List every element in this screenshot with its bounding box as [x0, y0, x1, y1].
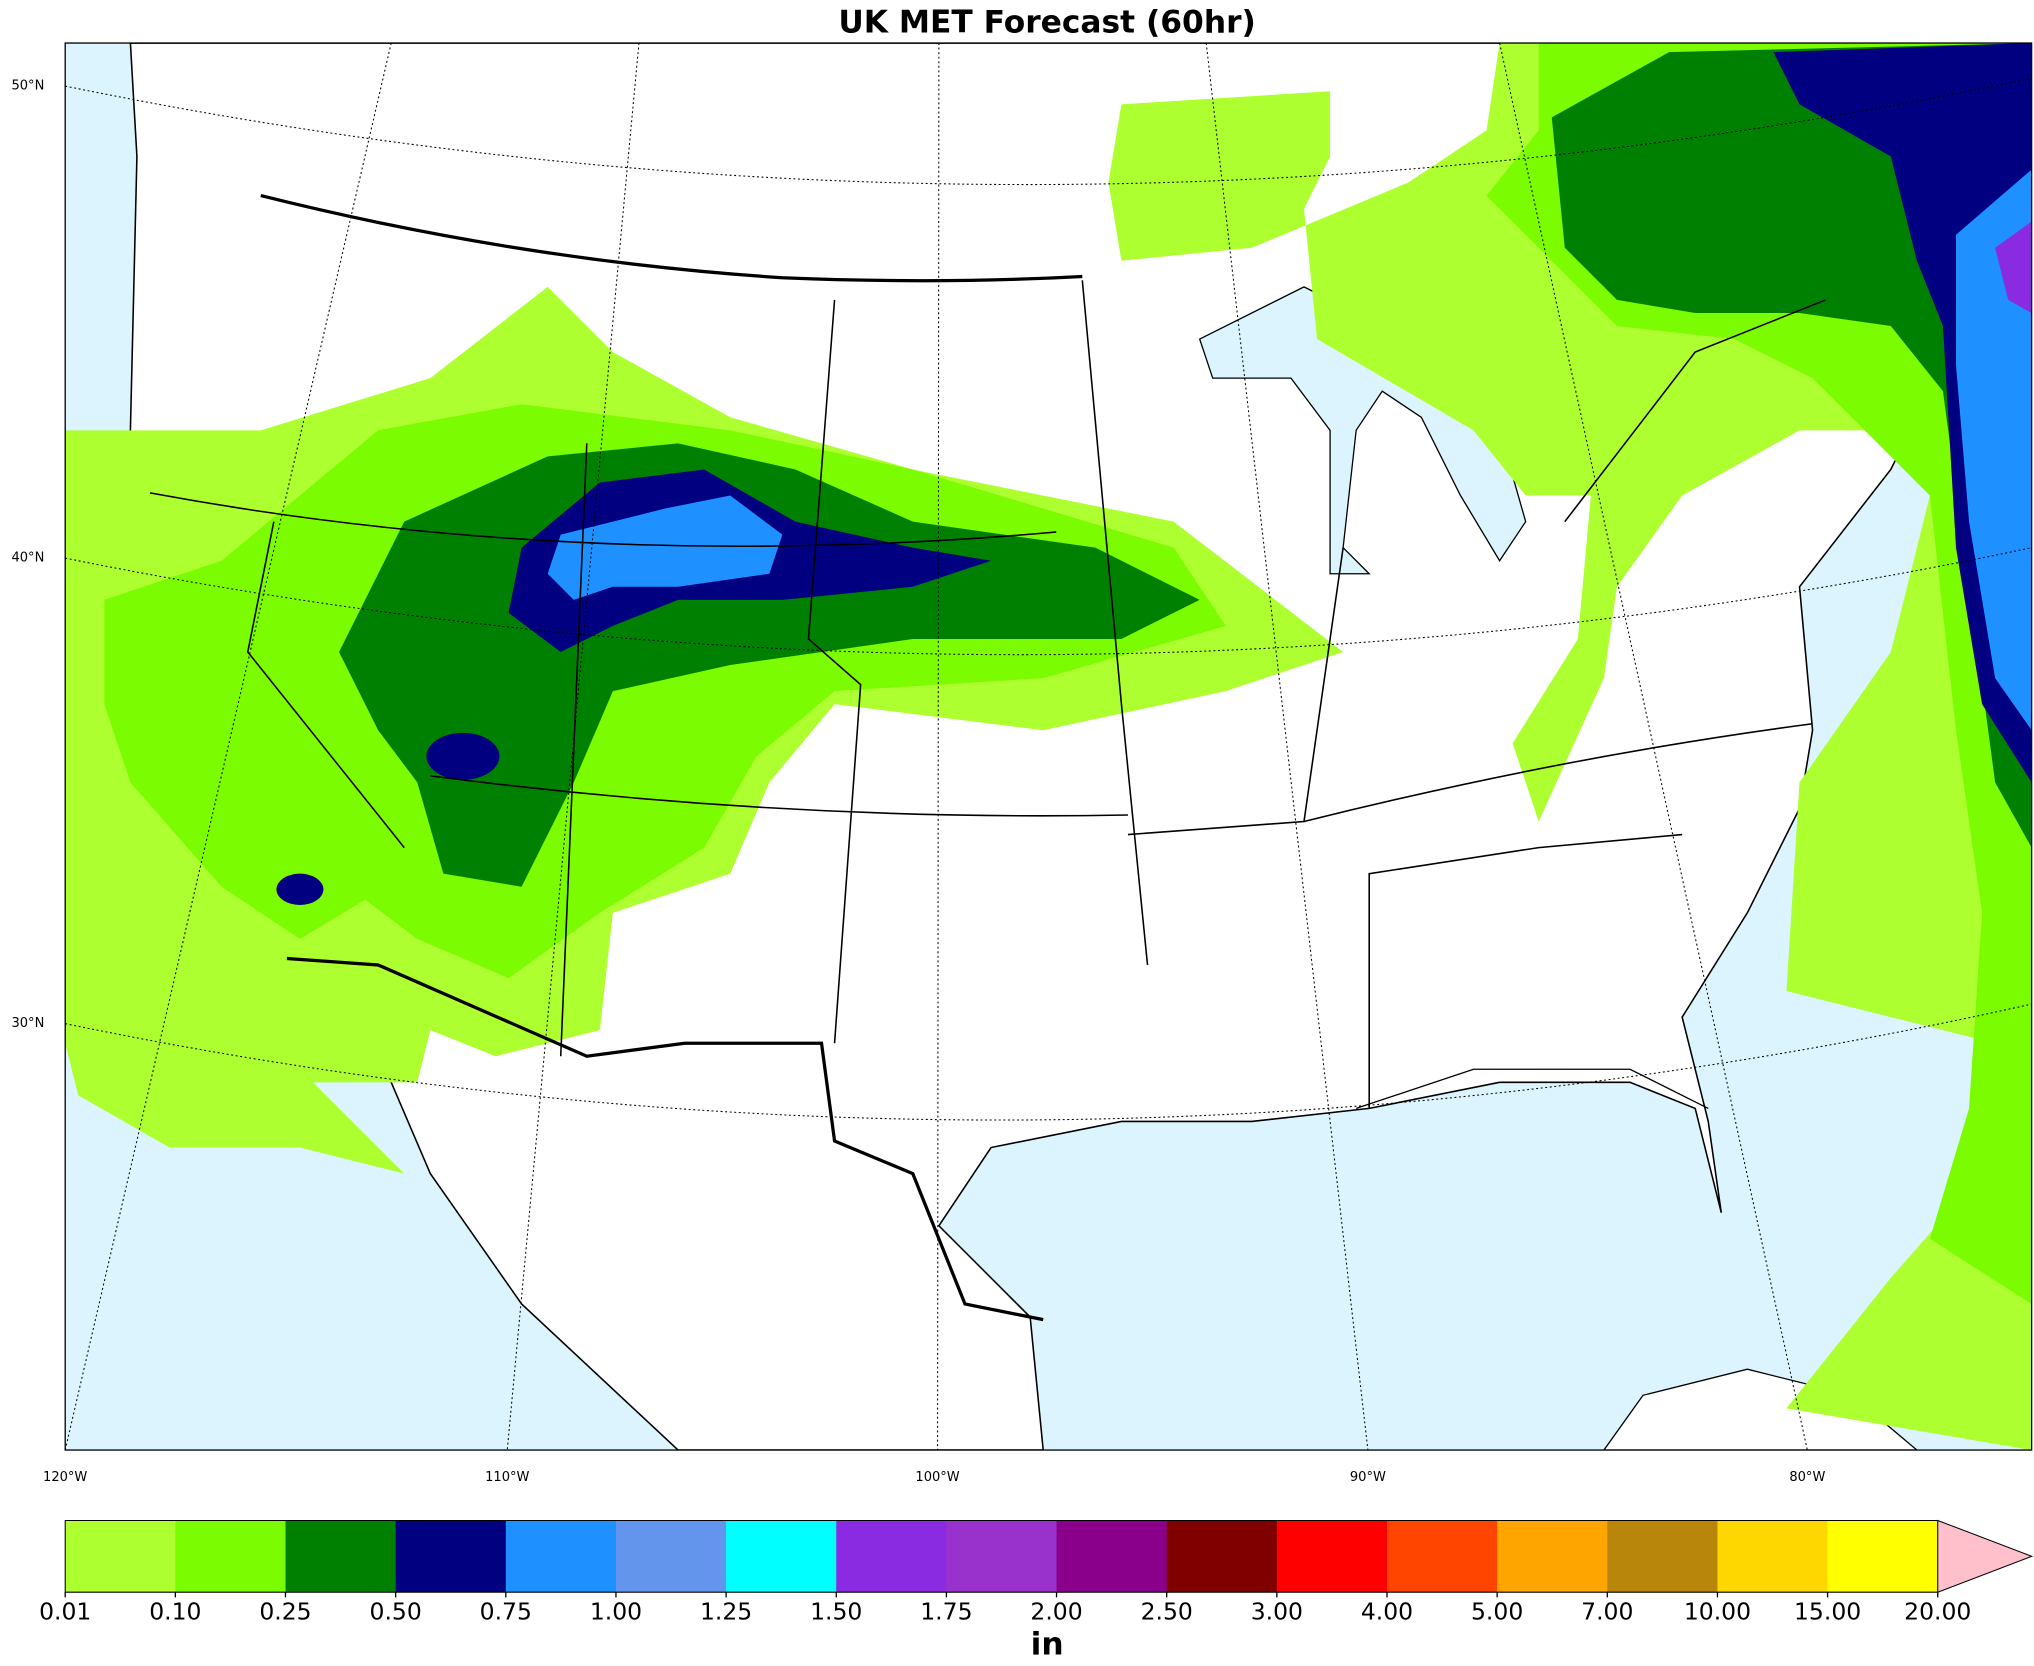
colorbar-tick-label: 2.00 [1030, 1598, 1082, 1626]
cuba [1603, 1368, 1918, 1451]
precip-0.50 [276, 873, 324, 905]
colorbar-segment [505, 1520, 617, 1593]
colorbar-segment [615, 1520, 727, 1593]
map [65, 43, 2032, 1451]
precip-0.25-east [1551, 43, 2032, 848]
colorbar-tick-label: 4.00 [1361, 1598, 1413, 1626]
colorbar-unit: in [1031, 1627, 1064, 1663]
colorbar-segment [1056, 1520, 1168, 1593]
colorbar-tick-label: 5.00 [1471, 1598, 1523, 1626]
precip-0.50 [426, 732, 500, 780]
colorbar-tick-label: 0.10 [149, 1598, 201, 1626]
colorbar-segment [65, 1520, 177, 1593]
borders [149, 194, 1826, 1322]
colorbar-segment [946, 1520, 1058, 1593]
title: UK MET Forecast (60hr) [838, 4, 1255, 40]
lat-label: 50°N [11, 79, 44, 94]
colorbar-segment [1827, 1520, 1939, 1593]
colorbar-tick-label: 0.50 [370, 1598, 422, 1626]
figure-content: UK MET Forecast (60hr) [11, 4, 2034, 1663]
colorbar-tick-label: 0.25 [259, 1598, 311, 1626]
colorbar-tick-label: 10.00 [1684, 1598, 1751, 1626]
colorbar-tick-label: 0.75 [480, 1598, 532, 1626]
lon-label: 110°W [485, 1470, 529, 1485]
colorbar-segment [1166, 1520, 1278, 1593]
lon-label: 90°W [1350, 1470, 1386, 1485]
precip-1.50-east [1995, 221, 2032, 313]
colorbar-segment [175, 1520, 287, 1593]
colorbar-segment [1717, 1520, 1829, 1593]
map-frame [64, 42, 2033, 1451]
colorbar: 0.01 0.10 0.25 0.50 0.75 1.00 1.25 1.50 1.75 2.00… [39, 1519, 2034, 1626]
colorbar-tick-label: 1.50 [810, 1598, 862, 1626]
colorbar-tick-label: 0.01 [39, 1598, 91, 1626]
colorbar-segment [1497, 1520, 1608, 1593]
precip-0.01-east [1108, 43, 2032, 1451]
gulf-coast [1355, 1068, 1709, 1110]
colorbar-tick-label: 20.00 [1904, 1598, 1971, 1626]
colorbar-segment [1386, 1520, 1498, 1593]
lon-label: 120°W [43, 1470, 87, 1485]
colorbar-tick-label: 2.50 [1141, 1598, 1193, 1626]
precip-0.10-east [1486, 43, 2032, 1305]
lat-label: 30°N [11, 1016, 44, 1031]
colorbar-tick-label: 15.00 [1794, 1598, 1861, 1626]
colorbar-segment [285, 1520, 397, 1593]
colorbar-tick-label: 7.00 [1581, 1598, 1633, 1626]
colorbar-extend [1937, 1519, 2034, 1593]
colorbar-segment [395, 1520, 507, 1593]
lat-label: 40°N [11, 551, 44, 566]
axis-labels: 50°N 40°N 30°N 120°W 110°W 100°W 90°W 80… [11, 79, 1825, 1485]
lon-label: 80°W [1789, 1470, 1825, 1485]
colorbar-segment [1276, 1520, 1388, 1593]
colorbar-segment [1607, 1520, 1719, 1593]
precip-0.75 [547, 495, 783, 600]
colorbar-tick-label: 1.00 [590, 1598, 642, 1626]
colorbar-tick-label: 1.25 [700, 1598, 752, 1626]
precip-0.75-east [1956, 169, 2032, 731]
lon-label: 100°W [915, 1470, 959, 1485]
colorbar-segment [836, 1520, 948, 1593]
graticule [65, 43, 2032, 1451]
colorbar-segment [726, 1520, 837, 1593]
colorbar-tick-label: 1.75 [920, 1598, 972, 1626]
colorbar-tick-label: 3.00 [1251, 1598, 1303, 1626]
colorbar-frame [64, 1519, 1938, 1593]
